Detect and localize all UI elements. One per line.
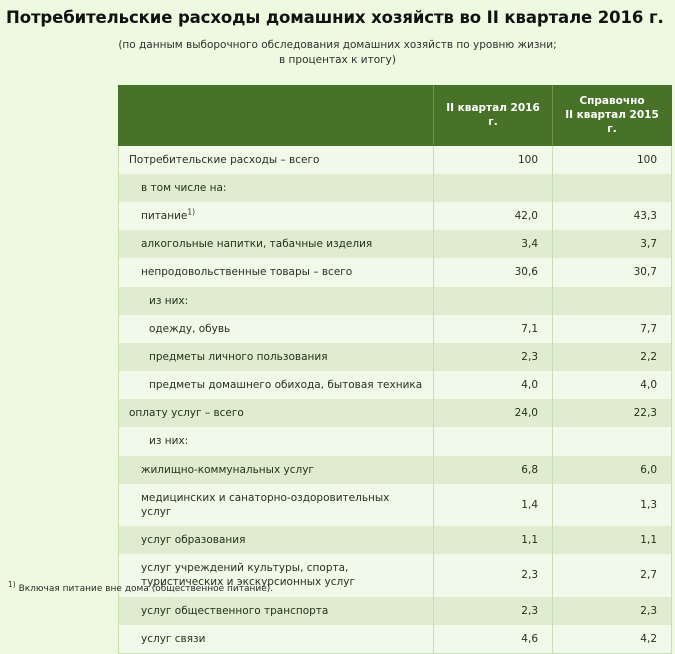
row-label: из них:	[118, 427, 434, 456]
row-footnote-marker: 1)	[187, 207, 196, 217]
footnote: 1) Включая питание вне дома (общественно…	[8, 580, 274, 596]
row-value-q2-2015	[552, 173, 672, 202]
table-row: услуг общественного транспорта 2,3 2,3	[118, 596, 672, 625]
row-value-q2-2016	[433, 427, 553, 456]
row-label: услуг образования	[118, 526, 434, 555]
row-label: услуг связи	[118, 624, 434, 654]
column-header-name	[118, 85, 434, 146]
row-value-q2-2015: 100	[552, 145, 672, 174]
row-label: питание1)	[118, 201, 434, 231]
row-label: предметы домашнего обихода, бытовая техн…	[118, 371, 434, 400]
row-value-q2-2015	[552, 427, 672, 456]
table-row: Потребительские расходы – всего 100 100	[118, 145, 672, 174]
row-value-q2-2015: 2,2	[552, 342, 672, 372]
table-row: алкогольные напитки, табачные изделия 3,4…	[118, 230, 672, 259]
column-header-reference-line-1: Справочно	[579, 95, 645, 108]
page-subtitle: (по данным выборочного обследования дома…	[0, 29, 675, 70]
row-value-q2-2015	[552, 286, 672, 315]
row-value-q2-2015: 2,7	[552, 554, 672, 597]
table-row: питание1) 42,0 43,3	[118, 201, 672, 231]
table-row: непродовольственные товары – всего 30,6 30…	[118, 258, 672, 287]
row-label: одежду, обувь	[118, 314, 434, 343]
table-row: в том числе на:	[118, 173, 672, 202]
row-label: алкогольные напитки, табачные изделия	[118, 230, 434, 259]
row-value-q2-2015: 2,3	[552, 596, 672, 625]
row-value-q2-2015: 4,2	[552, 624, 672, 654]
row-label: из них:	[118, 286, 434, 315]
table-row: услуг связи 4,6 4,2	[118, 624, 672, 654]
row-value-q2-2016: 2,3	[433, 596, 553, 625]
row-label: Потребительские расходы – всего	[118, 145, 434, 174]
row-value-q2-2016: 24,0	[433, 399, 553, 428]
row-label: медицинских и санаторно-оздоровительных …	[118, 483, 434, 527]
table-row: услуг образования 1,1 1,1	[118, 526, 672, 555]
subtitle-line-1: (по данным выборочного обследования дома…	[118, 38, 557, 51]
report-page: Потребительские расходы домашних хозяйст…	[0, 8, 675, 654]
table-row: предметы личного пользования 2,3 2,2	[118, 342, 672, 372]
row-value-q2-2015: 1,1	[552, 526, 672, 555]
row-value-q2-2015: 1,3	[552, 483, 672, 527]
row-value-q2-2016	[433, 173, 553, 202]
column-header-q2-2015: Справочно II квартал 2015 г.	[552, 85, 672, 146]
row-value-q2-2016: 3,4	[433, 230, 553, 259]
row-value-q2-2016: 30,6	[433, 258, 553, 287]
row-value-q2-2015: 7,7	[552, 314, 672, 343]
footnote-marker: 1)	[8, 580, 16, 590]
row-value-q2-2016: 4,0	[433, 371, 553, 400]
row-value-q2-2016	[433, 286, 553, 315]
table-row: оплату услуг – всего 24,0 22,3	[118, 399, 672, 428]
row-value-q2-2016: 1,4	[433, 483, 553, 527]
consumer-expenditure-table: II квартал 2016 г. Справочно II квартал …	[118, 85, 672, 654]
page-title: Потребительские расходы домашних хозяйст…	[6, 8, 664, 27]
table-header-row: II квартал 2016 г. Справочно II квартал …	[118, 85, 672, 146]
table-row: медицинских и санаторно-оздоровительных …	[118, 483, 672, 527]
row-value-q2-2015: 6,0	[552, 455, 672, 484]
table-row: одежду, обувь 7,1 7,7	[118, 314, 672, 343]
row-value-q2-2016: 100	[433, 145, 553, 174]
row-value-q2-2016: 1,1	[433, 526, 553, 555]
footnote-text: Включая питание вне дома (общественное п…	[15, 584, 274, 595]
subtitle-line-2: в процентах к итогу)	[279, 54, 396, 67]
row-value-q2-2016: 7,1	[433, 314, 553, 343]
row-value-q2-2016: 4,6	[433, 624, 553, 654]
table-container: II квартал 2016 г. Справочно II квартал …	[0, 69, 675, 654]
row-value-q2-2016: 2,3	[433, 342, 553, 372]
column-header-reference-line-2: II квартал 2015 г.	[565, 109, 659, 136]
column-header-q2-2016: II квартал 2016 г.	[433, 85, 553, 146]
row-value-q2-2016: 6,8	[433, 455, 553, 484]
row-value-q2-2016: 42,0	[433, 201, 553, 231]
table-row: жилищно-коммунальных услуг 6,8 6,0	[118, 455, 672, 484]
table-row: из них:	[118, 286, 672, 315]
row-value-q2-2015: 3,7	[552, 230, 672, 259]
table-row: из них:	[118, 427, 672, 456]
row-label: предметы личного пользования	[118, 342, 434, 372]
row-label-text: питание	[141, 209, 188, 222]
table-header: II квартал 2016 г. Справочно II квартал …	[118, 85, 672, 146]
row-label: услуг общественного транспорта	[118, 596, 434, 625]
row-label: оплату услуг – всего	[118, 399, 434, 428]
table-body: Потребительские расходы – всего 100 100 в т…	[118, 145, 672, 654]
row-value-q2-2015: 22,3	[552, 399, 672, 428]
row-value-q2-2015: 4,0	[552, 371, 672, 400]
row-value-q2-2015: 43,3	[552, 201, 672, 231]
row-label: в том числе на:	[118, 173, 434, 202]
row-label: непродовольственные товары – всего	[118, 258, 434, 287]
row-label: услуг учреждений культуры, спорта, турис…	[118, 554, 434, 597]
row-value-q2-2015: 30,7	[552, 258, 672, 287]
table-row: предметы домашнего обихода, бытовая техн…	[118, 371, 672, 400]
table-row: услуг учреждений культуры, спорта, турис…	[118, 554, 672, 597]
row-value-q2-2016: 2,3	[433, 554, 553, 597]
row-label: жилищно-коммунальных услуг	[118, 455, 434, 484]
